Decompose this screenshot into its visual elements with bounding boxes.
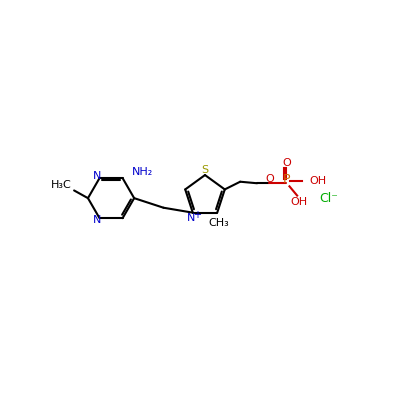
Text: O: O — [282, 158, 291, 168]
Text: N: N — [187, 213, 196, 223]
Text: N: N — [93, 171, 101, 181]
Text: O: O — [265, 174, 274, 184]
Text: CH₃: CH₃ — [208, 218, 229, 228]
Text: H₃C: H₃C — [51, 180, 72, 190]
Text: Cl⁻: Cl⁻ — [319, 192, 338, 205]
Text: OH: OH — [290, 197, 307, 207]
Text: OH: OH — [310, 176, 326, 186]
Text: N: N — [93, 216, 101, 226]
Text: P: P — [283, 173, 290, 186]
Text: NH₂: NH₂ — [132, 167, 153, 177]
Text: S: S — [202, 166, 208, 176]
Text: +: + — [193, 210, 201, 220]
